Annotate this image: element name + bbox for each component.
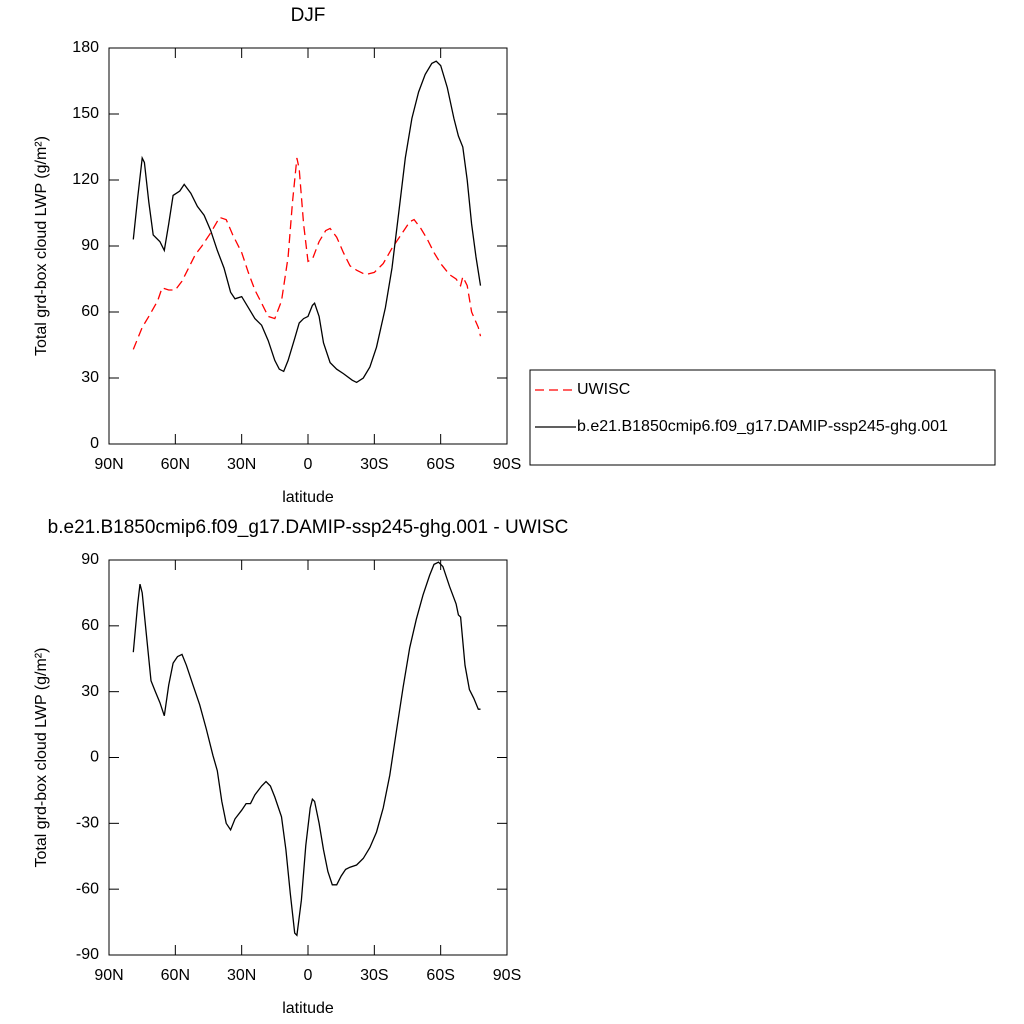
legend-label: b.e21.B1850cmip6.f09_g17.DAMIP-ssp245-gh… — [577, 418, 948, 435]
x-tick-label: 90S — [493, 967, 521, 984]
x-axis-label: latitude — [282, 489, 334, 506]
y-tick-label: -90 — [76, 946, 99, 963]
plot-frame — [108, 559, 508, 956]
x-tick-label: 30S — [360, 456, 388, 473]
x-tick-label: 60S — [426, 456, 454, 473]
y-tick-label: 0 — [90, 435, 99, 452]
legend-box — [529, 369, 996, 466]
y-axis-label: Total grd-box cloud LWP (g/m²) — [33, 648, 50, 868]
y-tick-label: 30 — [81, 369, 99, 386]
legend-label: UWISC — [577, 381, 630, 398]
plot-frame — [108, 47, 508, 445]
y-tick-label: 30 — [81, 683, 99, 700]
x-tick-label: 30N — [227, 456, 256, 473]
x-tick-label: 60N — [161, 967, 190, 984]
x-tick-label: 60N — [161, 456, 190, 473]
chart-title: DJF — [291, 5, 326, 26]
y-tick-label: 0 — [90, 749, 99, 766]
chart-title: b.e21.B1850cmip6.f09_g17.DAMIP-ssp245-gh… — [48, 517, 569, 538]
x-tick-label: 90N — [94, 967, 123, 984]
y-tick-label: 180 — [72, 39, 99, 56]
data-line — [132, 60, 482, 384]
y-tick-label: -60 — [76, 880, 99, 897]
y-tick-label: 60 — [81, 617, 99, 634]
x-axis-label: latitude — [282, 1000, 334, 1017]
data-line — [132, 157, 482, 350]
x-tick-label: 0 — [304, 456, 313, 473]
x-tick-label: 90N — [94, 456, 123, 473]
y-tick-label: -30 — [76, 815, 99, 832]
y-tick-label: 120 — [72, 171, 99, 188]
y-tick-label: 60 — [81, 303, 99, 320]
x-tick-label: 90S — [493, 456, 521, 473]
data-line — [132, 561, 481, 937]
y-tick-label: 90 — [81, 237, 99, 254]
y-tick-label: 150 — [72, 105, 99, 122]
y-axis-label: Total grd-box cloud LWP (g/m²) — [33, 136, 50, 356]
x-tick-label: 0 — [304, 967, 313, 984]
x-tick-label: 30S — [360, 967, 388, 984]
x-tick-label: 60S — [426, 967, 454, 984]
x-tick-label: 30N — [227, 967, 256, 984]
y-tick-label: 90 — [81, 551, 99, 568]
